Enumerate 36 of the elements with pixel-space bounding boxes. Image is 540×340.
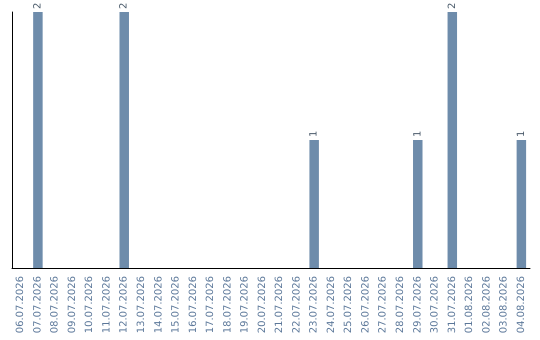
x-tick-label: 10.07.2026 <box>84 276 96 334</box>
data-label: 2 <box>118 2 130 9</box>
x-tick-label: 06.07.2026 <box>15 276 26 334</box>
data-label: 1 <box>516 130 527 137</box>
x-tick-label: 15.07.2026 <box>170 276 182 334</box>
x-tick-label: 03.08.2026 <box>498 276 510 334</box>
x-tick-label: 07.07.2026 <box>32 276 44 334</box>
x-tick-label: 30.07.2026 <box>430 276 441 334</box>
data-label: 1 <box>412 130 424 137</box>
x-tick-label: 01.08.2026 <box>464 276 476 334</box>
x-tick-label: 11.07.2026 <box>101 276 112 334</box>
x-tick-label: 14.07.2026 <box>153 276 164 334</box>
x-tick-label: 18.07.2026 <box>222 276 234 334</box>
x-tick-label: 13.07.2026 <box>136 276 147 334</box>
x-tick-label: 31.07.2026 <box>446 276 458 334</box>
data-label: 1 <box>308 130 320 137</box>
x-tick-label: 29.07.2026 <box>412 276 424 334</box>
x-tick-label: 24.07.2026 <box>326 276 337 334</box>
x-tick-label: 28.07.2026 <box>395 276 406 334</box>
x-tick-label: 27.07.2026 <box>378 276 389 334</box>
data-label: 2 <box>446 2 458 9</box>
x-tick-label: 19.07.2026 <box>240 276 251 334</box>
x-tick-label: 04.08.2026 <box>516 276 527 334</box>
x-tick-label: 16.07.2026 <box>188 276 199 334</box>
x-tick-label: 21.07.2026 <box>274 276 286 334</box>
x-tick-label: 25.07.2026 <box>343 276 354 334</box>
x-tick-label: 20.07.2026 <box>256 276 268 334</box>
x-tick-label: 22.07.2026 <box>291 276 302 334</box>
data-label: 2 <box>32 2 44 9</box>
x-tick-label: 02.08.2026 <box>481 276 492 334</box>
x-tick-label: 12.07.2026 <box>118 276 130 334</box>
x-tick-label: 17.07.2026 <box>205 276 216 334</box>
x-tick-label: 09.07.2026 <box>66 276 78 334</box>
x-tick-label: 23.07.2026 <box>308 276 320 334</box>
x-tick-label: 08.07.2026 <box>50 276 61 334</box>
x-tick-label: 26.07.2026 <box>360 276 372 334</box>
